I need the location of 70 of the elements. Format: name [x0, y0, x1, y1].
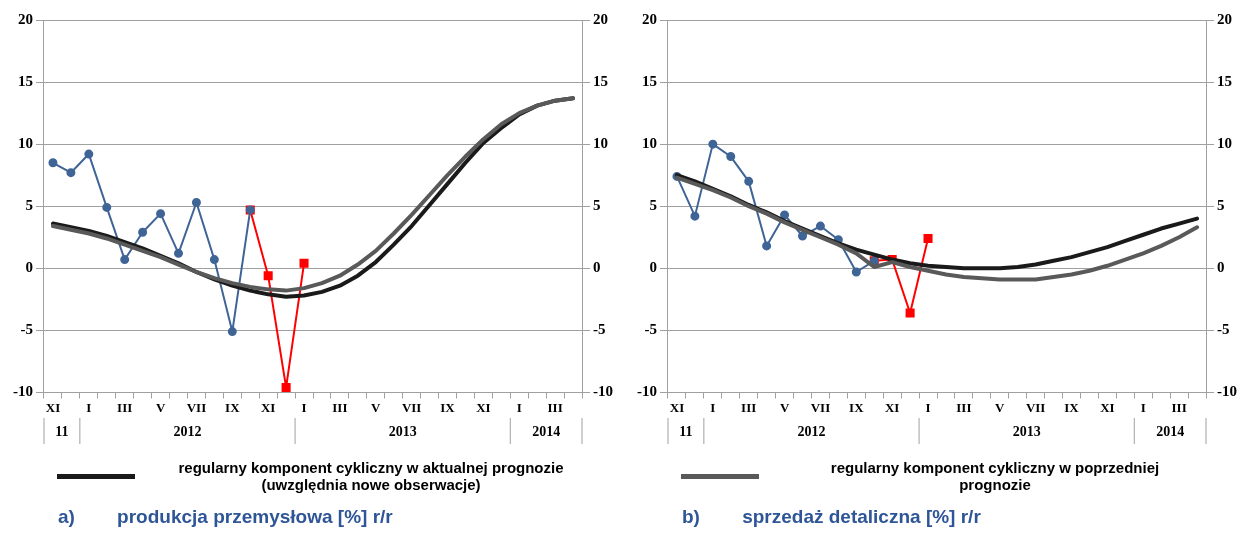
x-tick-label: V: [155, 399, 166, 415]
y2-tick-label: -5: [593, 321, 606, 338]
text: 2013: [1012, 423, 1041, 439]
x-tick-label: III: [741, 399, 757, 415]
y-tick-label: 0: [25, 259, 33, 276]
y2-tick-label: 5: [593, 197, 601, 214]
y2-tick-label: 0: [1217, 259, 1225, 276]
y-tick-label: 0: [649, 259, 657, 276]
y2-tick-label: -10: [1217, 383, 1237, 400]
x-tick-label: III: [956, 399, 972, 415]
y2-tick-label: 20: [593, 10, 608, 27]
x-tick-label: I: [301, 399, 307, 415]
x-tick-label: IX: [225, 399, 241, 415]
y-tick-label: -10: [637, 383, 657, 400]
text: 2012: [173, 423, 202, 439]
y2-tick-label: 20: [1217, 10, 1232, 27]
text: 11: [55, 423, 69, 439]
x-tick-label: XI: [45, 399, 61, 415]
x-tick-label: XI: [884, 399, 900, 415]
x-tick-label: XI: [476, 399, 491, 415]
y2-tick-label: 10: [1217, 135, 1232, 152]
y-tick-label: 20: [642, 10, 657, 27]
y-tick-label: 20: [18, 10, 33, 27]
text: 11: [679, 423, 693, 439]
x-tick-label: I: [710, 399, 716, 415]
x-tick-label: VII: [810, 399, 831, 415]
text: regularny komponent cykliczny w poprzedniej prognozie: [829, 459, 1161, 493]
y2-tick-label: 10: [593, 135, 608, 152]
text: 2013: [388, 423, 417, 439]
x-tick-label: VII: [1025, 399, 1046, 415]
text: 2012: [797, 423, 826, 439]
y-tick-label: -5: [644, 321, 657, 338]
x-tick-label: I: [1140, 399, 1146, 415]
x-tick-label: XI: [669, 399, 685, 415]
y-tick-label: 5: [649, 197, 657, 214]
x-tick-label: V: [371, 399, 382, 415]
y2-tick-label: 15: [1217, 72, 1232, 89]
y2-tick-label: 0: [593, 259, 601, 276]
x-tick-label: IX: [1064, 399, 1080, 415]
text: b) sprzedaż detaliczna [%] r/r: [681, 506, 982, 528]
x-tick-label: I: [925, 399, 931, 415]
text: 2014: [532, 423, 561, 439]
y-tick-label: 10: [642, 135, 657, 152]
x-tick-label: XI: [1100, 399, 1115, 415]
x-tick-label: III: [117, 399, 133, 415]
y-tick-label: 5: [25, 197, 33, 214]
y-tick-label: 15: [642, 72, 657, 89]
x-tick-label: III: [1171, 399, 1187, 415]
y-tick-label: -5: [20, 321, 33, 338]
text: a) produkcja przemysłowa [%] r/r: [57, 506, 394, 528]
y2-tick-label: 5: [1217, 197, 1225, 214]
y-tick-label: 15: [18, 72, 33, 89]
x-tick-label: III: [547, 399, 563, 415]
y2-tick-label: -5: [1217, 321, 1230, 338]
x-tick-label: I: [516, 399, 522, 415]
x-tick-label: V: [995, 399, 1006, 415]
y2-tick-label: -10: [593, 383, 613, 400]
x-tick-label: XI: [260, 399, 276, 415]
x-tick-label: VII: [186, 399, 207, 415]
x-tick-label: IX: [440, 399, 456, 415]
text: regularny komponent cykliczny w aktualnej prognozie (uwzględnia nowe obserwacje): [177, 459, 565, 493]
y-tick-label: -10: [13, 383, 33, 400]
x-tick-label: VII: [401, 399, 422, 415]
y-tick-label: 10: [18, 135, 33, 152]
x-tick-label: III: [332, 399, 348, 415]
y2-tick-label: 15: [593, 72, 608, 89]
x-tick-label: IX: [849, 399, 865, 415]
text: 2014: [1156, 423, 1185, 439]
x-tick-label: V: [779, 399, 790, 415]
x-tick-label: I: [86, 399, 92, 415]
